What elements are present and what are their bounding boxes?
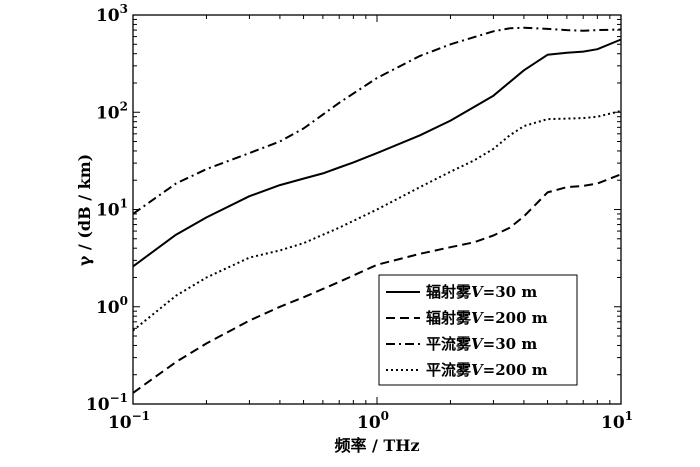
x-tick-label: 101 bbox=[601, 409, 633, 433]
y-tick-label: 101 bbox=[96, 197, 128, 221]
y-axis-label: γ / (dB / km) bbox=[75, 154, 94, 266]
tick-marks bbox=[132, 15, 621, 405]
legend-label-4: 平流雾V=200 m bbox=[426, 361, 548, 379]
legend-label-1: 辐射雾V=30 m bbox=[426, 283, 537, 301]
legend-label-3: 平流雾V=30 m bbox=[426, 335, 537, 353]
y-tick-label: 100 bbox=[96, 294, 128, 318]
series-line-1 bbox=[132, 38, 622, 268]
series-lines bbox=[132, 26, 622, 394]
series-line-2 bbox=[132, 173, 622, 394]
tick-labels: 10−1 100 101 10−1 100 101 102 103 bbox=[86, 2, 633, 433]
x-axis-label: 频率 / THz bbox=[334, 436, 419, 455]
legend-label-2: 辐射雾V=200 m bbox=[426, 309, 548, 327]
legend: 辐射雾V=30 m 辐射雾V=200 m 平流雾V=30 m 平流雾V=200 m bbox=[378, 274, 578, 386]
y-tick-label: 102 bbox=[96, 99, 128, 123]
y-tick-label: 103 bbox=[96, 2, 128, 26]
x-tick-label: 10−1 bbox=[108, 409, 150, 433]
y-tick-label: 10−1 bbox=[86, 391, 128, 415]
legend-box bbox=[378, 274, 578, 386]
series-line-3 bbox=[132, 26, 622, 215]
x-tick-label: 100 bbox=[357, 409, 389, 433]
